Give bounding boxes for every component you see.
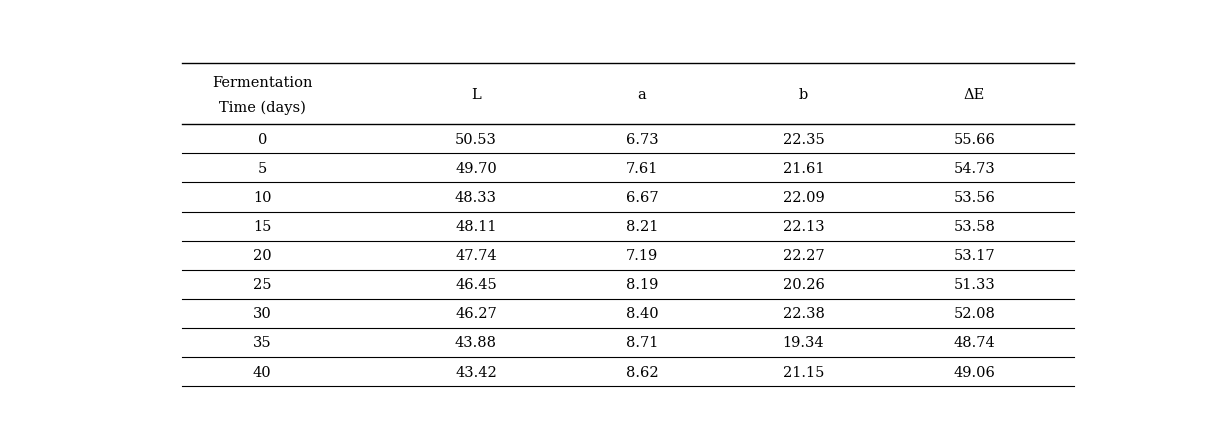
Text: 20: 20 xyxy=(254,249,272,262)
Text: 8.21: 8.21 xyxy=(626,219,658,233)
Text: 46.45: 46.45 xyxy=(454,278,497,291)
Text: 22.09: 22.09 xyxy=(783,190,824,204)
Text: 52.08: 52.08 xyxy=(953,307,995,321)
Text: 22.27: 22.27 xyxy=(783,249,824,262)
Text: 47.74: 47.74 xyxy=(456,249,496,262)
Text: 22.13: 22.13 xyxy=(783,219,824,233)
Text: 20.26: 20.26 xyxy=(783,278,824,291)
Text: Fermentation: Fermentation xyxy=(212,75,312,89)
Text: 53.58: 53.58 xyxy=(953,219,995,233)
Text: 48.74: 48.74 xyxy=(953,336,995,350)
Text: Time (days): Time (days) xyxy=(219,101,306,115)
Text: 8.40: 8.40 xyxy=(626,307,658,321)
Text: 6.67: 6.67 xyxy=(626,190,658,204)
Text: 48.11: 48.11 xyxy=(456,219,496,233)
Text: ΔE: ΔE xyxy=(964,88,985,101)
Text: L: L xyxy=(472,88,480,101)
Text: 51.33: 51.33 xyxy=(953,278,995,291)
Text: 43.42: 43.42 xyxy=(454,365,497,379)
Text: 22.38: 22.38 xyxy=(783,307,824,321)
Text: 48.33: 48.33 xyxy=(454,190,497,204)
Text: 8.71: 8.71 xyxy=(626,336,658,350)
Text: 54.73: 54.73 xyxy=(953,161,995,176)
Text: 10: 10 xyxy=(254,190,272,204)
Text: 8.62: 8.62 xyxy=(626,365,658,379)
Text: 19.34: 19.34 xyxy=(783,336,824,350)
Text: 50.53: 50.53 xyxy=(454,132,497,147)
Text: 46.27: 46.27 xyxy=(454,307,497,321)
Text: 22.35: 22.35 xyxy=(783,132,824,147)
Text: 43.88: 43.88 xyxy=(454,336,497,350)
Text: b: b xyxy=(799,88,808,101)
Text: 25: 25 xyxy=(254,278,272,291)
Text: 40: 40 xyxy=(254,365,272,379)
Text: 5: 5 xyxy=(257,161,267,176)
Text: 0: 0 xyxy=(257,132,267,147)
Text: 55.66: 55.66 xyxy=(953,132,995,147)
Text: 7.61: 7.61 xyxy=(626,161,658,176)
Text: 21.15: 21.15 xyxy=(783,365,824,379)
Text: 21.61: 21.61 xyxy=(783,161,824,176)
Text: 53.17: 53.17 xyxy=(953,249,995,262)
Text: a: a xyxy=(638,88,647,101)
Text: 49.06: 49.06 xyxy=(953,365,995,379)
Text: 49.70: 49.70 xyxy=(454,161,497,176)
Text: 6.73: 6.73 xyxy=(626,132,658,147)
Text: 7.19: 7.19 xyxy=(626,249,658,262)
Text: 53.56: 53.56 xyxy=(953,190,995,204)
Text: 30: 30 xyxy=(252,307,272,321)
Text: 15: 15 xyxy=(254,219,272,233)
Text: 8.19: 8.19 xyxy=(626,278,658,291)
Text: 35: 35 xyxy=(254,336,272,350)
